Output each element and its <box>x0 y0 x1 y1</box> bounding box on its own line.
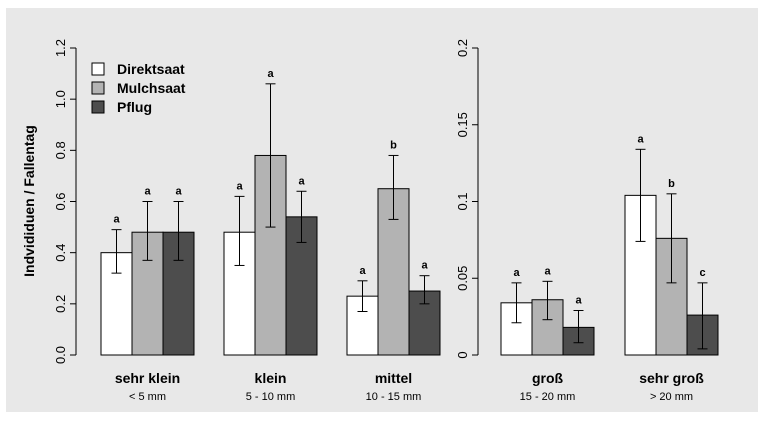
significance-letter: a <box>144 186 151 198</box>
chart-panel-2: 0 0.05 0.1 0.15 0.2 a a a groß 15 - 20 mm a b c sehr … <box>455 39 719 403</box>
bar-group: a b c sehr groß > 20 mm <box>624 133 719 403</box>
y-tick-label: 1.2 <box>53 39 68 57</box>
category-sublabel: 5 - 10 mm <box>246 391 296 403</box>
y-tick-label: 0.0 <box>53 346 68 364</box>
legend: Direktsaat Mulchsaat Pflug <box>91 61 186 115</box>
bar <box>162 231 195 356</box>
significance-letter: a <box>421 260 428 272</box>
category-sublabel: 10 - 15 mm <box>366 391 422 403</box>
bar-group: a a a groß 15 - 20 mm <box>500 265 595 403</box>
chart-panels: 0.0 0.2 0.4 0.6 0.8 1.0 1.2 a a a sehr klein < 5 mm… <box>53 39 719 403</box>
category-label: mittel <box>375 370 412 386</box>
significance-letter: a <box>575 294 582 306</box>
legend-label: Pflug <box>117 99 152 115</box>
category-label: sehr klein <box>115 370 180 386</box>
bar-group: a a a sehr klein < 5 mm <box>100 186 195 403</box>
y-tick-label: 0.15 <box>455 112 470 137</box>
category-label: sehr groß <box>639 370 704 386</box>
legend-swatch <box>91 100 105 114</box>
legend-label: Direktsaat <box>117 61 185 77</box>
bar-group: a b a mittel 10 - 15 mm <box>346 139 441 403</box>
y-tick-label: 0.4 <box>53 244 68 262</box>
category-label: groß <box>532 370 564 386</box>
significance-letter: a <box>113 214 120 226</box>
category-sublabel: > 20 mm <box>650 391 693 403</box>
significance-letter: a <box>298 175 305 187</box>
significance-letter: a <box>513 267 520 279</box>
y-tick-label: 0.6 <box>53 192 68 210</box>
significance-letter: a <box>544 265 551 277</box>
significance-letter: a <box>175 186 182 198</box>
y-tick-label: 0.2 <box>53 295 68 313</box>
legend-swatch <box>91 62 105 76</box>
significance-letter: c <box>699 267 705 279</box>
significance-letter: a <box>637 133 644 145</box>
category-label: klein <box>255 370 287 386</box>
significance-letter: a <box>236 180 243 192</box>
significance-letter: a <box>359 265 366 277</box>
category-sublabel: < 5 mm <box>129 391 166 403</box>
significance-letter: b <box>390 139 397 151</box>
y-tick-label: 1.0 <box>53 90 68 108</box>
y-tick-label: 0.2 <box>455 39 470 57</box>
bar-group: a a a klein 5 - 10 mm <box>223 68 318 403</box>
y-tick-label: 0.8 <box>53 141 68 159</box>
y-tick-label: 0 <box>455 351 470 358</box>
y-tick-label: 0.1 <box>455 192 470 210</box>
y-axis-label: Indvididuen / Fallentag <box>21 125 37 277</box>
significance-letter: b <box>668 178 675 190</box>
significance-letter: a <box>267 68 274 80</box>
chart-panel-1: 0.0 0.2 0.4 0.6 0.8 1.0 1.2 a a a sehr klein < 5 mm… <box>53 39 441 403</box>
category-sublabel: 15 - 20 mm <box>520 391 576 403</box>
legend-label: Mulchsaat <box>117 80 186 96</box>
y-tick-label: 0.05 <box>455 266 470 291</box>
legend-swatch <box>91 81 105 95</box>
